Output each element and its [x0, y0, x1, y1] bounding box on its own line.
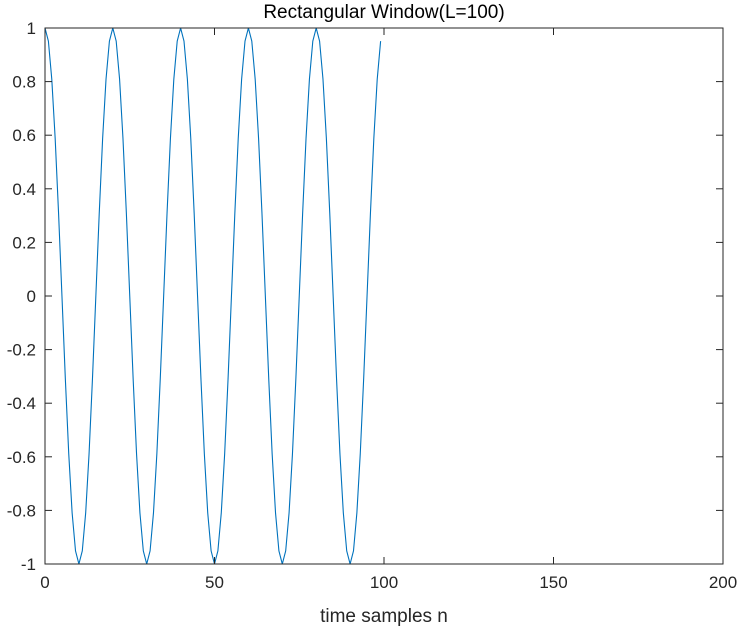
x-tick-label: 100: [370, 573, 398, 592]
y-tick-label: -1: [21, 555, 36, 574]
y-tick-label: 0.6: [12, 126, 36, 145]
x-axis-label: time samples n: [320, 606, 448, 627]
y-tick-label: 0: [27, 287, 36, 306]
y-tick-label: 0.8: [12, 73, 36, 92]
y-tick-label: 1: [27, 19, 36, 38]
y-tick-label: 0.2: [12, 233, 36, 252]
y-tick-label: -0.8: [7, 501, 36, 520]
x-tick-label: 200: [709, 573, 737, 592]
y-tick-label: -0.2: [7, 341, 36, 360]
x-tick-label: 150: [539, 573, 567, 592]
x-tick-label: 50: [205, 573, 224, 592]
series-layer: [44, 27, 382, 565]
plot-area: [45, 28, 723, 564]
x-tick-label: 0: [40, 573, 49, 592]
y-tick-label: 0.4: [12, 180, 36, 199]
series-line-0: [44, 27, 382, 565]
chart-title: Rectangular Window(L=100): [263, 2, 504, 23]
plot-border: [44, 27, 724, 565]
y-tick-label: -0.6: [7, 448, 36, 467]
y-tick-label: -0.4: [7, 394, 36, 413]
